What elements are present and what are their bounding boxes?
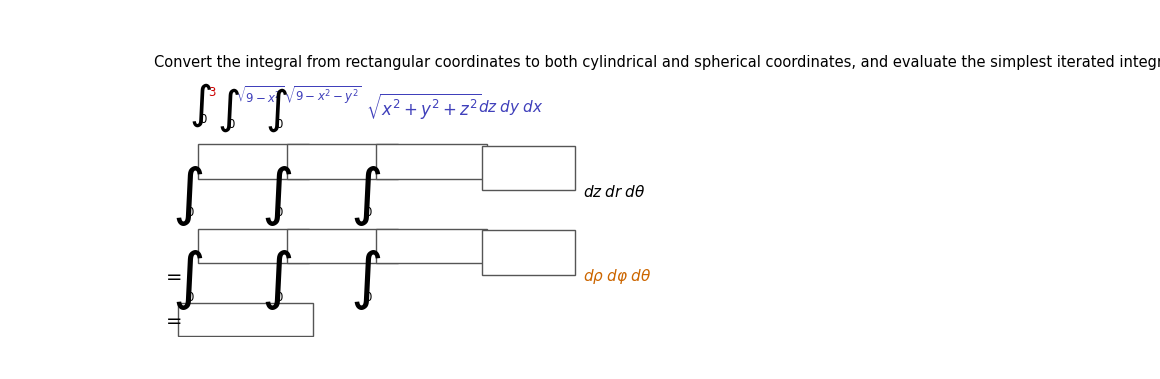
Bar — [287, 229, 398, 263]
Text: $\int$: $\int$ — [261, 248, 292, 312]
Bar — [483, 230, 575, 275]
Text: $0$: $0$ — [275, 206, 284, 219]
Text: $0$: $0$ — [275, 117, 284, 130]
Text: $\int$: $\int$ — [217, 86, 240, 134]
Text: $\int$: $\int$ — [189, 82, 212, 129]
Text: $\int$: $\int$ — [172, 248, 203, 312]
Text: $\int$: $\int$ — [261, 164, 292, 228]
Text: $0$: $0$ — [186, 291, 195, 304]
Text: $=$: $=$ — [162, 311, 182, 329]
Text: $\int$: $\int$ — [266, 86, 288, 134]
Text: $0$: $0$ — [364, 291, 374, 304]
Text: $3$: $3$ — [208, 86, 216, 99]
Bar — [376, 229, 487, 263]
Text: $d\rho\; d\varphi\; d\theta$: $d\rho\; d\varphi\; d\theta$ — [582, 267, 651, 286]
Text: $\int$: $\int$ — [350, 248, 382, 312]
Text: $\sqrt{9-x^2-y^2}$: $\sqrt{9-x^2-y^2}$ — [284, 85, 361, 107]
Text: $0$: $0$ — [200, 113, 208, 126]
Text: $=$: $=$ — [162, 268, 182, 285]
Text: $0$: $0$ — [227, 117, 235, 130]
Text: Convert the integral from rectangular coordinates to both cylindrical and spheri: Convert the integral from rectangular co… — [154, 55, 1160, 70]
Text: $dz\; dy\; dx$: $dz\; dy\; dx$ — [478, 97, 544, 117]
Bar — [197, 229, 309, 263]
Bar — [483, 146, 575, 190]
Text: $0$: $0$ — [275, 291, 284, 304]
Text: $\sqrt{x^2 + y^2 + z^2}$: $\sqrt{x^2 + y^2 + z^2}$ — [365, 92, 481, 122]
Text: $0$: $0$ — [186, 206, 195, 219]
Text: $0$: $0$ — [364, 206, 374, 219]
Text: $dz\; dr\; d\theta$: $dz\; dr\; d\theta$ — [582, 184, 645, 200]
Bar — [197, 144, 309, 179]
Bar — [376, 144, 487, 179]
Text: $\sqrt{9-x^2}$: $\sqrt{9-x^2}$ — [235, 86, 284, 107]
Text: $\int$: $\int$ — [350, 164, 382, 228]
Bar — [287, 144, 398, 179]
Text: $\int$: $\int$ — [172, 164, 203, 228]
Bar — [177, 304, 313, 336]
